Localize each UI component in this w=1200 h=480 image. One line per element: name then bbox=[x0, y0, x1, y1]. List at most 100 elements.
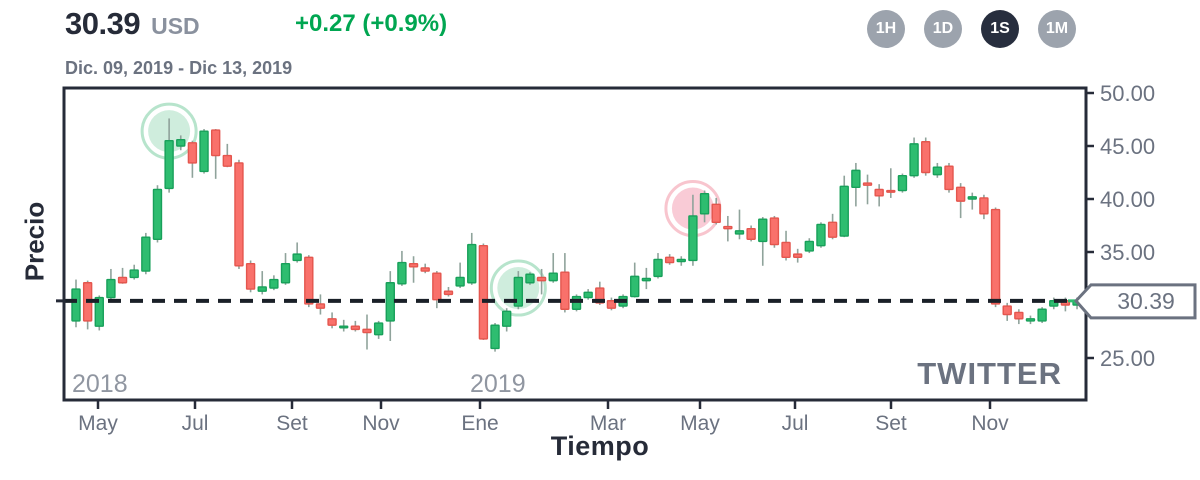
candle-body-down bbox=[234, 162, 244, 267]
candle-body-down bbox=[886, 189, 896, 193]
candle-body-up bbox=[804, 240, 815, 252]
candle-body-down bbox=[222, 154, 233, 167]
interval-buttons: 1H 1D 1S 1M bbox=[867, 10, 1076, 48]
candle-body-down bbox=[560, 271, 570, 310]
candle-body-up bbox=[676, 258, 686, 263]
candle-body-up bbox=[816, 223, 826, 247]
candle-body-up bbox=[758, 218, 768, 243]
candle-body-down bbox=[664, 256, 675, 264]
candle-body-up bbox=[839, 185, 849, 237]
interval-1m-button[interactable]: 1M bbox=[1038, 10, 1076, 48]
symbol-watermark: TWITTER bbox=[917, 356, 1062, 391]
candle-body-down bbox=[210, 129, 221, 157]
candle-body-down bbox=[350, 325, 361, 331]
candle-body-up bbox=[932, 166, 943, 176]
candle-body-down bbox=[362, 328, 372, 334]
y-tick-label: 40.00 bbox=[1100, 187, 1155, 212]
year-label: 2018 bbox=[72, 370, 128, 398]
candle-body-up bbox=[71, 288, 81, 322]
x-tick-label: Mar bbox=[590, 412, 626, 435]
x-tick-label: Jul bbox=[782, 412, 809, 435]
candle-body-down bbox=[536, 276, 547, 282]
candle-body-up bbox=[129, 269, 139, 279]
candle-body-down bbox=[327, 318, 337, 326]
candle-body-down bbox=[1002, 305, 1012, 316]
interval-1d-button[interactable]: 1D bbox=[924, 10, 962, 48]
x-tick-label: Set bbox=[276, 412, 308, 435]
candle-body-up bbox=[385, 282, 395, 322]
candle-body-down bbox=[432, 272, 442, 301]
price-header: 30.39 USD bbox=[65, 6, 200, 42]
candle-body-down bbox=[781, 241, 791, 259]
candle-body-up bbox=[630, 275, 640, 298]
date-range: Dic. 09, 2019 - Dic 13, 2019 bbox=[65, 58, 293, 78]
candle-body-up bbox=[525, 273, 535, 284]
candle-body-down bbox=[245, 262, 256, 290]
year-label: 2019 bbox=[470, 370, 526, 398]
x-tick-label: Nov bbox=[362, 412, 400, 435]
price-tag-label: 30.39 bbox=[1117, 288, 1175, 314]
candle-body-down bbox=[723, 225, 733, 230]
candle-body-up bbox=[699, 192, 710, 215]
price-tag bbox=[1073, 283, 1197, 320]
candle-body-up bbox=[269, 278, 279, 289]
interval-1h-button[interactable]: 1H bbox=[867, 10, 905, 48]
candle-body-up bbox=[257, 286, 267, 292]
candle-body-up bbox=[583, 291, 593, 299]
candle-body-down bbox=[711, 203, 721, 224]
candle-body-up bbox=[548, 272, 558, 282]
candle-body-up bbox=[734, 230, 745, 235]
candle-body-down bbox=[478, 244, 489, 340]
x-tick-label: May bbox=[680, 412, 720, 435]
candle-body-up bbox=[467, 243, 477, 284]
candle-body-up bbox=[280, 262, 291, 284]
candle-body-down bbox=[792, 253, 803, 258]
candle-body-down bbox=[769, 217, 780, 246]
candle-body-down bbox=[990, 208, 1001, 305]
candle-body-down bbox=[955, 186, 966, 202]
interval-1s-button[interactable]: 1S bbox=[981, 10, 1019, 48]
candle-body-up bbox=[653, 258, 663, 278]
candle-body-down bbox=[921, 141, 931, 174]
candle-body-up bbox=[141, 236, 151, 272]
candle-body-up bbox=[152, 188, 163, 240]
x-tick-label: Set bbox=[875, 412, 907, 435]
y-tick-label: 35.00 bbox=[1100, 240, 1155, 265]
price-change: +0.27 (+0.9%) bbox=[295, 10, 448, 37]
y-tick-label: 50.00 bbox=[1100, 81, 1155, 106]
candle-body-down bbox=[315, 303, 326, 309]
candle-body-up bbox=[909, 143, 919, 177]
x-axis-title: Tiempo bbox=[550, 431, 650, 461]
candle-body-down bbox=[746, 227, 756, 240]
candle-body-up bbox=[373, 322, 384, 336]
x-tick-label: Ene bbox=[461, 412, 498, 435]
candle-body-down bbox=[979, 197, 989, 215]
candle-body-down bbox=[606, 300, 617, 309]
candle-body-down bbox=[117, 276, 128, 284]
candle-body-up bbox=[455, 276, 465, 287]
candle-body-up bbox=[571, 295, 582, 310]
candle-body-up bbox=[501, 310, 512, 327]
x-tick-label: Nov bbox=[971, 412, 1009, 435]
candle-body-up bbox=[339, 325, 349, 329]
candle-body-up bbox=[176, 138, 186, 147]
highlight-ring-green bbox=[489, 259, 547, 317]
candle-body-down bbox=[827, 221, 838, 238]
candle-body-down bbox=[874, 188, 884, 197]
candle-body-up bbox=[106, 278, 116, 299]
candle-body-down bbox=[187, 142, 198, 164]
candle-body-up bbox=[164, 139, 174, 190]
candle-body-up bbox=[292, 253, 302, 262]
candle-body-down bbox=[408, 262, 419, 268]
candle-body-up bbox=[967, 196, 977, 200]
candle-body-up bbox=[199, 130, 209, 173]
plot-frame bbox=[62, 86, 1088, 402]
candle-body-up bbox=[688, 215, 698, 262]
candle-body-down bbox=[443, 290, 454, 296]
y-tick-label: 45.00 bbox=[1100, 134, 1155, 159]
currency-label: USD bbox=[151, 13, 200, 39]
candle-body-down bbox=[944, 165, 954, 191]
current-price: 30.39 bbox=[65, 6, 141, 41]
candle-body-down bbox=[862, 182, 873, 186]
